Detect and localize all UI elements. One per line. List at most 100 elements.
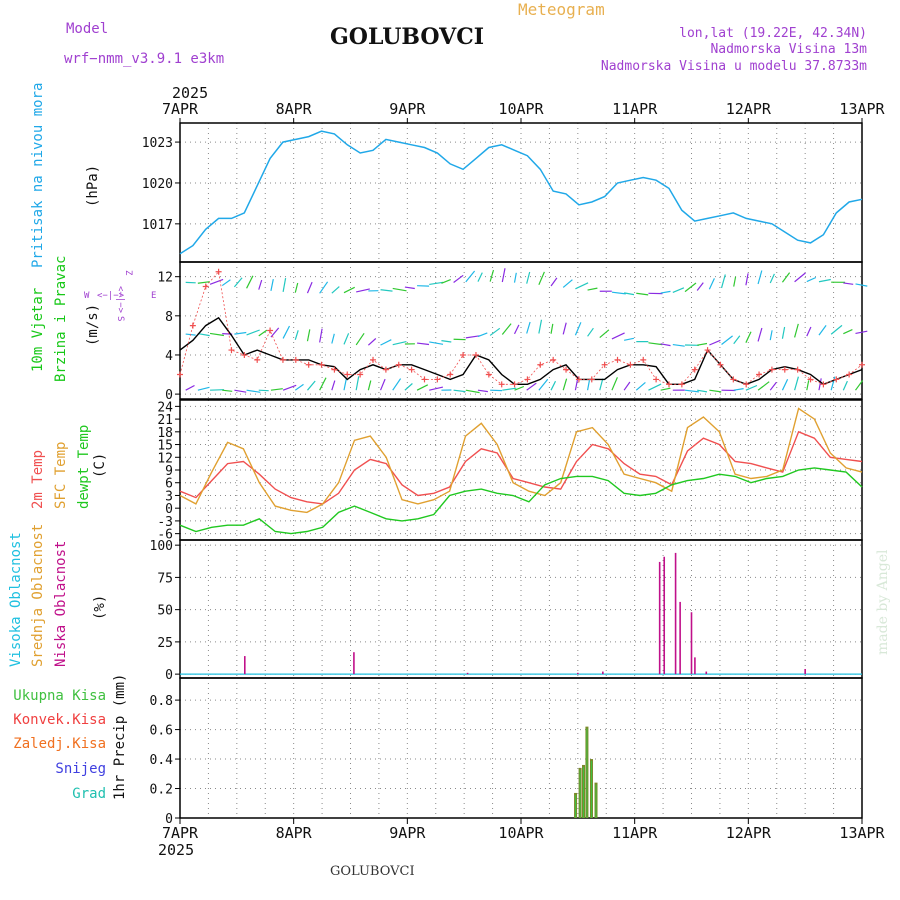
wind-arrow (855, 380, 864, 391)
wind-arrow (380, 289, 393, 292)
wind-arrow (404, 286, 415, 290)
y-tick-label: 8 (165, 310, 173, 325)
wind-arrow (416, 384, 429, 391)
wind-arrow (562, 378, 568, 391)
wind-gust-mark (614, 356, 621, 363)
altitude-label: Nadmorska Visina 13m (710, 42, 867, 57)
y-tick-label: 0.6 (150, 724, 173, 739)
wind-arrow (855, 330, 868, 335)
model-label: Model (66, 21, 108, 37)
wind-arrow (453, 389, 466, 393)
wind-arrow (709, 389, 722, 393)
wind-arrow (185, 384, 195, 391)
sfc-title: SFC Temp (53, 442, 69, 509)
wind-arrow (781, 272, 791, 283)
wind-arrow (209, 278, 224, 285)
wind-arrow (562, 322, 567, 335)
precip-bar-total (579, 769, 581, 818)
wind-gust-mark (189, 322, 196, 329)
wind-gust-mark (717, 361, 724, 368)
y-tick-label: 3 (165, 489, 173, 504)
wind-arrow (745, 331, 752, 343)
precip-bar-total (583, 766, 585, 818)
wind-gust-mark (833, 376, 840, 383)
wind-arrow (501, 268, 506, 283)
x-label-bottom: 9APR (389, 824, 426, 842)
wind-gust-mark (331, 366, 338, 373)
y-tick-label: 25 (157, 636, 173, 651)
pressure-unit: (hPa) (85, 165, 101, 207)
wind-arrow (417, 342, 430, 346)
wind-arrow (233, 277, 243, 288)
wind-arrow (721, 335, 733, 345)
wind-arrow (624, 292, 635, 296)
wind-gust-mark (859, 361, 865, 368)
compass-rose: Z W E S <−|−> <−|−> (84, 270, 156, 321)
wind-arrow (513, 272, 517, 283)
wind-arrow (429, 281, 444, 286)
wind-arrow (635, 381, 646, 391)
panel-1: 0 4 8 12 (157, 261, 868, 403)
pressure-line (179, 130, 863, 255)
wind-arrow (794, 323, 799, 338)
wind-arrow (623, 381, 631, 391)
chart-type-title: Meteogram (518, 0, 605, 19)
wind-arrow (234, 389, 247, 393)
wind-arrow (696, 282, 704, 291)
y-tick-label: 100 (150, 539, 173, 554)
wind-arrow (477, 389, 488, 393)
wind-arrow (514, 385, 525, 391)
wind-arrow (757, 381, 770, 391)
panel-4: 0 0.2 0.4 0.6 0.8 (150, 677, 863, 827)
wind-arrow (441, 340, 452, 343)
wind-arrow (660, 290, 671, 294)
wind-gust-mark (395, 361, 402, 368)
wind-arrow (538, 378, 549, 391)
wind-arrow (489, 269, 495, 282)
wind-arrow (733, 276, 737, 287)
wind-arrow (343, 333, 350, 345)
wind-arrow (806, 326, 812, 337)
wind-arrow (246, 329, 260, 336)
wind-arrow (843, 329, 853, 335)
legend-total: Ukupna Kisa (13, 688, 106, 704)
compass-west: W (84, 291, 90, 301)
y-tick-label: 0.2 (150, 783, 173, 798)
wind-arrow (502, 387, 517, 391)
wind-unit: (m/s) (85, 304, 101, 346)
wind-gust-mark (254, 356, 261, 363)
cloud-low-title: Niska Oblacnost (53, 541, 69, 667)
wind-arrow (270, 278, 274, 291)
wind-arrow (830, 376, 836, 391)
temp2m-line (179, 430, 863, 505)
y-tick-label: 0.4 (150, 753, 174, 768)
wind-arrow (441, 279, 451, 284)
wind-arrow (282, 384, 297, 391)
wind-arrow (429, 386, 444, 391)
wind-arrow (246, 389, 261, 393)
wind-arrow (477, 332, 488, 338)
footer-station: GOLUBOVCI (330, 864, 415, 879)
model-name: wrf−nmm_v3.9.1 e3km (64, 51, 224, 67)
wind-arrow (697, 389, 708, 393)
y-tick-label: 1023 (142, 136, 173, 151)
x-label-top: 11APR (612, 100, 658, 118)
wind-arrow (465, 389, 480, 394)
x-label-top: 10APR (498, 100, 544, 118)
wind-gust-mark (202, 283, 209, 290)
wind-arrow (538, 319, 543, 334)
wind-arrow (294, 282, 299, 293)
wind-arrow (234, 331, 247, 335)
wind-gust-mark (177, 371, 183, 378)
wind-gust-mark (485, 371, 492, 378)
wind-arrow (343, 378, 347, 391)
wind-arrow (769, 273, 775, 284)
panel-3: 0 25 50 75 100 (150, 539, 863, 683)
wind-arrow (319, 281, 329, 294)
wind-arrow (562, 279, 573, 288)
wind-arrow (379, 378, 386, 391)
temp-unit: (C) (92, 453, 108, 478)
x-label-bottom: 7APR (162, 824, 199, 842)
wind-arrow (781, 379, 789, 391)
wind-gust-mark (550, 356, 557, 363)
